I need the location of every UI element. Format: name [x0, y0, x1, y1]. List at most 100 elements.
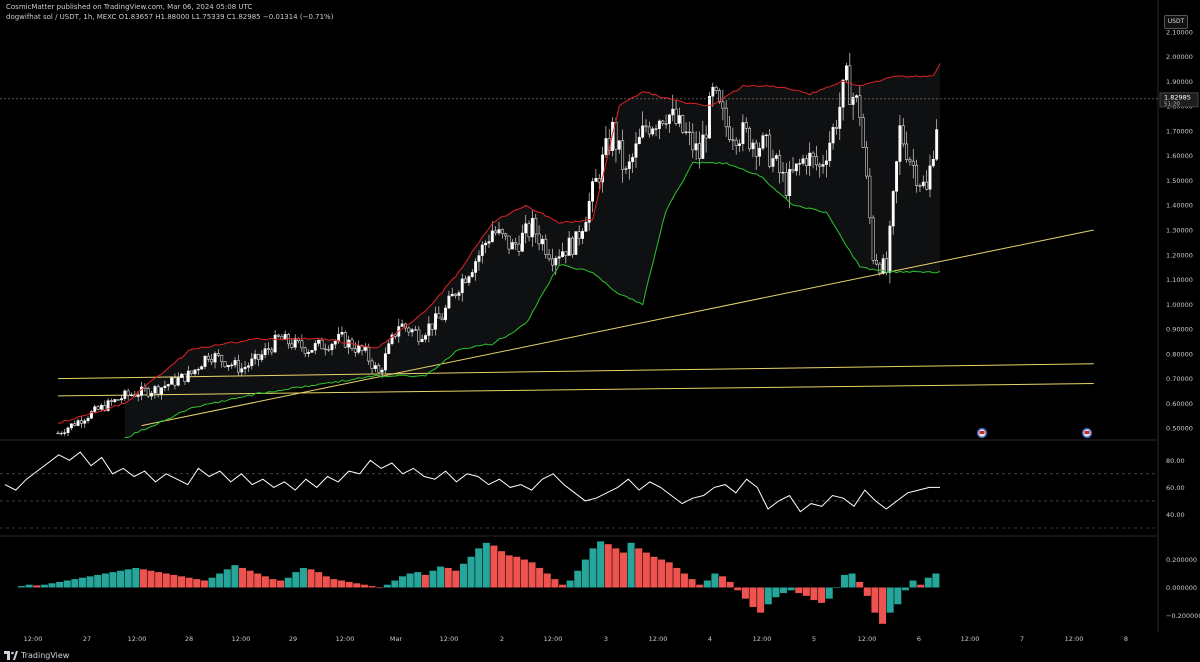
macd-bar [818, 587, 826, 603]
macd-bar [200, 580, 208, 588]
candle-body [360, 345, 364, 351]
candle-body [674, 108, 678, 124]
currency-badge[interactable]: USDT [1164, 15, 1188, 29]
candle-body [551, 258, 554, 266]
macd-bar [330, 579, 338, 588]
candle-body [393, 334, 397, 337]
candle-body [233, 360, 237, 366]
candle-body [120, 398, 123, 401]
candle-body [170, 377, 174, 385]
candle-body [561, 251, 564, 257]
candle-body [784, 172, 788, 196]
candle-body [808, 152, 812, 166]
time-axis-tick: 5 [812, 635, 816, 643]
candle-body [236, 360, 240, 373]
candle-body [203, 355, 207, 367]
countdown-label: 51:20 [1164, 101, 1180, 107]
candle-body [96, 406, 100, 410]
candle-body [183, 373, 187, 382]
price-axis-tick: 2.00000 [1166, 53, 1193, 61]
macd-bar [787, 587, 795, 591]
macd-bar [856, 581, 864, 588]
price-axis-tick: 0.80000 [1166, 350, 1193, 358]
ohlc-readout: O1.83657 H1.88000 L1.75339 C1.82985 −0.0… [118, 13, 334, 21]
candle-body [434, 313, 437, 330]
candle-body [163, 385, 167, 388]
candle-body [150, 392, 153, 397]
candle-body [637, 136, 641, 144]
candle-body [79, 420, 83, 424]
candle-body [156, 386, 160, 395]
candle-body [116, 399, 120, 401]
trendline [57, 383, 1094, 397]
candle-body [307, 352, 311, 354]
candle-body [624, 168, 628, 170]
candle-body [176, 377, 180, 386]
macd-bar [391, 580, 399, 588]
candle-body [484, 242, 488, 246]
macd-bar [566, 580, 574, 588]
macd-bar [292, 572, 300, 588]
macd-bar [459, 563, 467, 588]
candle-body [410, 329, 414, 333]
candle-body [881, 258, 885, 274]
event-flag-stripe [1084, 431, 1090, 434]
candle-body [99, 405, 103, 410]
candle-body [507, 235, 511, 250]
macd-bar [71, 579, 79, 588]
candle-body [196, 368, 200, 371]
time-axis-tick: 29 [289, 635, 297, 643]
macd-bar [216, 573, 224, 588]
macd-bar [680, 573, 688, 588]
tradingview-footer[interactable]: TradingView [4, 648, 69, 662]
candle-body [454, 293, 458, 296]
candle-body [293, 338, 297, 348]
candle-body [754, 142, 758, 157]
macd-bar [383, 584, 391, 588]
candle-body [858, 95, 862, 118]
candle-body [230, 364, 234, 367]
candle-body [788, 169, 792, 196]
candle-body [510, 242, 514, 250]
macd-bar [78, 577, 86, 588]
candle-body [504, 233, 508, 237]
macd-bar [193, 579, 201, 588]
time-axis-tick: Mar [390, 635, 403, 643]
macd-bar [612, 548, 620, 588]
candle-body [831, 127, 835, 144]
time-axis-tick: 12:00 [858, 635, 877, 643]
candle-body [885, 258, 888, 273]
candle-body [751, 142, 755, 150]
candle-body [520, 232, 524, 252]
candle-body [186, 370, 190, 382]
candle-body [801, 158, 805, 164]
candle-body [377, 365, 381, 373]
candle-body [320, 339, 324, 350]
candle-body [687, 131, 691, 133]
candle-body [500, 229, 504, 234]
macd-bar [505, 555, 513, 588]
candle-body [701, 134, 705, 159]
time-axis-tick: 12:00 [440, 635, 459, 643]
candle-body [764, 134, 768, 136]
candle-body [748, 127, 752, 150]
macd-bar [627, 542, 635, 588]
macd-bar [604, 544, 612, 588]
candle-body [617, 140, 621, 150]
candle-body [721, 101, 725, 109]
macd-bar [421, 574, 429, 588]
candle-body [457, 292, 461, 296]
candle-body [110, 400, 113, 403]
macd-bar [398, 576, 407, 588]
macd-bar [498, 551, 506, 588]
candle-body [824, 160, 828, 165]
candle-body [240, 368, 244, 373]
candle-body [89, 411, 93, 419]
candle-body [574, 231, 578, 255]
price-axis-tick: 1.70000 [1166, 127, 1193, 135]
candle-body [83, 420, 87, 424]
macd-bar [589, 548, 597, 588]
macd-bar [414, 572, 422, 588]
footer-brand: TradingView [21, 650, 70, 660]
